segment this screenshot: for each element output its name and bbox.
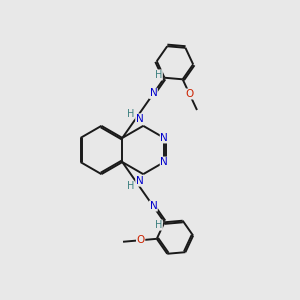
Text: N: N <box>136 176 143 186</box>
Text: H: H <box>127 181 134 191</box>
Text: O: O <box>136 235 145 245</box>
Text: N: N <box>149 88 157 98</box>
Text: H: H <box>155 220 162 230</box>
Text: N: N <box>149 201 157 211</box>
Text: N: N <box>160 133 168 143</box>
Text: N: N <box>160 157 168 167</box>
Text: O: O <box>185 89 194 99</box>
Text: H: H <box>155 70 162 80</box>
Text: H: H <box>127 109 134 119</box>
Text: N: N <box>136 114 143 124</box>
